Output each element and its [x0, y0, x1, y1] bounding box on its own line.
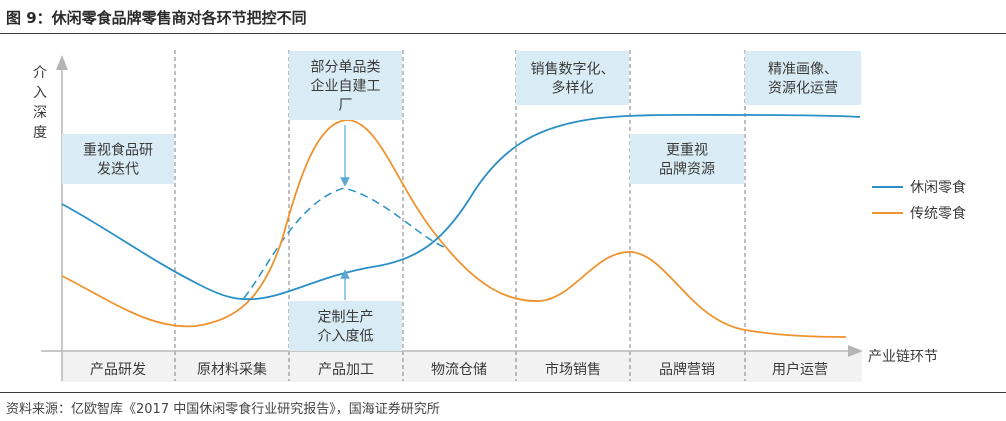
annotation-text: 销售数字化、 — [531, 62, 615, 78]
source-rule — [0, 392, 1006, 393]
legend-label-traditional: 传统零食 — [910, 205, 966, 222]
stage-band — [62, 352, 862, 382]
title-rule — [0, 33, 1006, 34]
y-axis-label: 介入深度 — [33, 65, 47, 141]
annotation-text: 更重视 — [666, 143, 708, 159]
series-line-leisure — [61, 113, 861, 301]
stage-label: 物流仓储 — [431, 362, 487, 378]
annotation-text: 多样化 — [552, 80, 594, 97]
stage-labels: 产品研发 原材料采集 产品加工 物流仓储 市场销售 品牌营销 用户运营 — [90, 361, 828, 378]
annotation-text: 精准画像、 — [768, 62, 838, 78]
annotation-text: 定制生产 — [318, 310, 374, 326]
annotation-text: 企业自建工 — [311, 78, 381, 95]
stage-label: 用户运营 — [772, 361, 828, 378]
figure-title: 图 9：休闲零食品牌零售商对各环节把控不同 — [6, 9, 307, 27]
source-note: 资料来源：亿欧智库《2017 中国休闲零食行业研究报告》，国海证券研究所 — [6, 402, 440, 417]
annotation-text: 发迭代 — [97, 162, 139, 178]
annotation-box: 精准画像、资源化运营 — [745, 51, 861, 105]
annotation-text: 重视食品研 — [83, 142, 153, 159]
stage-label: 品牌营销 — [659, 361, 715, 378]
annotation-text: 介入度低 — [318, 329, 374, 345]
series-line-traditional — [61, 119, 847, 338]
stage-label: 产品研发 — [90, 362, 146, 378]
series-dashed-curve — [243, 187, 445, 299]
x-axis-label: 产业链环节 — [868, 349, 938, 365]
annotation-text: 厂 — [339, 98, 353, 114]
legend-label-leisure: 休闲零食 — [910, 179, 966, 196]
annotation-text: 品牌资源 — [659, 161, 715, 178]
annotation-box: 销售数字化、多样化 — [516, 51, 629, 105]
annotation-text: 资源化运营 — [768, 81, 838, 97]
stage-label: 原材料采集 — [197, 361, 267, 378]
stage-label: 市场销售 — [545, 361, 601, 378]
stage-dividers — [174, 50, 746, 381]
annotation-text: 部分单品类 — [311, 60, 381, 76]
stage-label: 产品加工 — [318, 362, 374, 378]
legend: 休闲零食 传统零食 — [872, 179, 966, 222]
